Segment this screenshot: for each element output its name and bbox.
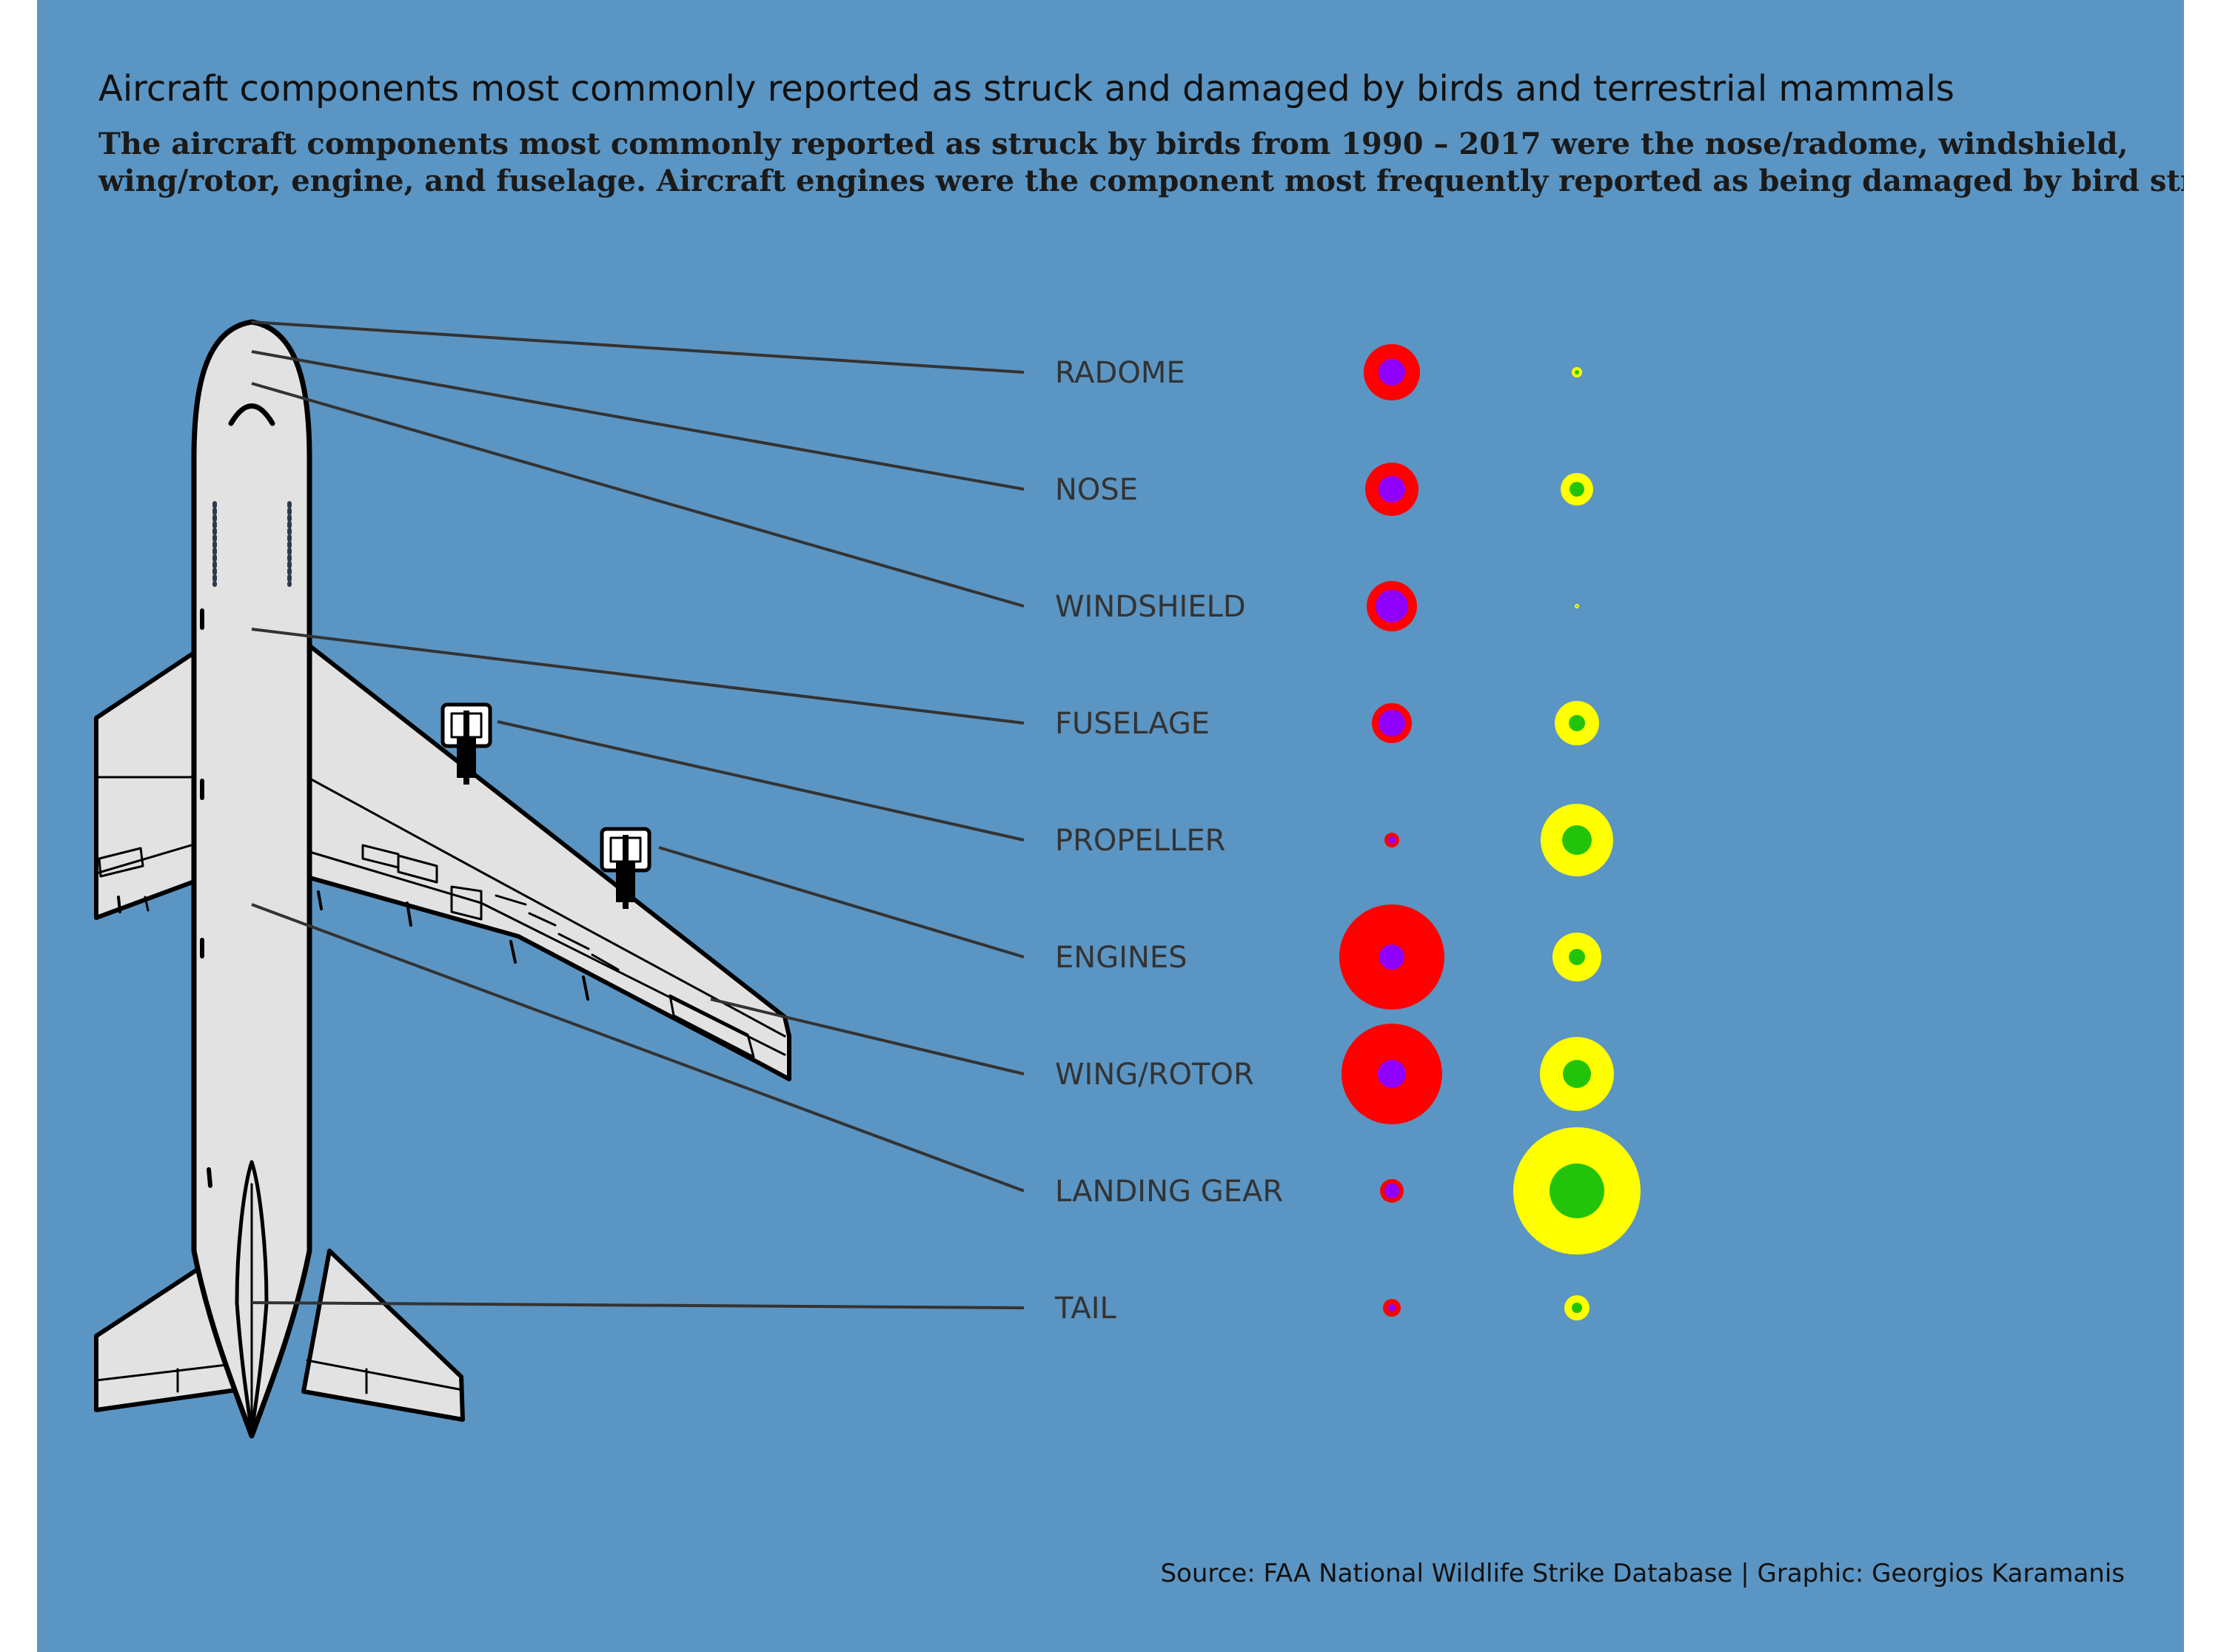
mammals-damaged-bubble-propeller [1562, 825, 1592, 855]
aircraft-strike-chart: RADOME NOSE WINDSHIELD FUSELAGE PROPELLER ENG… [94, 319, 1641, 1439]
birds-damaged-bubble-tail [1388, 1304, 1396, 1312]
leader-lines [251, 320, 1025, 1309]
mammals-damaged-bubble-fuselage [1569, 715, 1585, 731]
component-labels: RADOME NOSE WINDSHIELD FUSELAGE PROPELLER ENG… [1054, 356, 1283, 1326]
leader-line-engines [658, 846, 1025, 958]
mammals-damaged-bubble-tail [1572, 1303, 1582, 1313]
left-wing [94, 649, 198, 920]
bubbles [1339, 344, 1641, 1320]
leader-line-landing-gear [251, 903, 1025, 1192]
category-label-radome: RADOME [1055, 356, 1185, 390]
birds-damaged-bubble-nose [1379, 476, 1405, 503]
leader-line-nose [251, 350, 1025, 491]
birds-damaged-bubble-landing-gear [1384, 1183, 1399, 1198]
fuselage-doors [200, 608, 212, 1188]
leader-line-radome [251, 320, 1025, 374]
right-elevator [306, 1359, 464, 1394]
flap-fairings [117, 890, 589, 1001]
aircraft-illustration [94, 319, 791, 1439]
category-label-landing-gear: LANDING GEAR [1055, 1175, 1283, 1209]
left-wing-flaps [98, 847, 150, 912]
fuselage [191, 319, 312, 1439]
subtitle-line-2: wing/rotor, engine, and fuselage. Aircra… [98, 164, 2184, 198]
chart-panel: Aircraft components most commonly report… [37, 0, 2184, 1652]
leader-line-propeller [497, 720, 1025, 842]
subtitle-line-1: The aircraft components most commonly re… [98, 127, 2128, 161]
leader-line-wing-rotor [710, 998, 1025, 1075]
birds-damaged-bubble-fuselage [1379, 710, 1405, 736]
chart-title: Aircraft components most commonly report… [98, 68, 1954, 110]
right-wing-flaps [361, 844, 755, 1058]
birds-damaged-bubble-propeller [1388, 836, 1396, 844]
right-wing [305, 642, 791, 1081]
mammals-damaged-bubble-engines [1569, 949, 1585, 965]
mammals-damaged-bubble-wing-rotor [1563, 1060, 1591, 1088]
leader-line-fuselage [251, 628, 1025, 725]
category-label-windshield: WINDSHIELD [1055, 590, 1246, 624]
birds-damaged-bubble-wing-rotor [1378, 1060, 1406, 1088]
birds-damaged-bubble-radome [1379, 359, 1405, 386]
category-label-fuselage: FUSELAGE [1055, 707, 1210, 741]
category-label-engines: ENGINES [1055, 941, 1187, 975]
birds-damaged-bubble-windshield [1376, 590, 1408, 622]
cockpit-windscreen [228, 403, 275, 426]
birds-damaged-bubble-engines [1379, 944, 1404, 970]
cabin-windows [212, 501, 292, 587]
left-wing-flap-line [95, 776, 198, 875]
category-label-tail: TAIL [1054, 1292, 1116, 1326]
category-label-propeller: PROPELLER [1055, 824, 1225, 858]
chart-subtitle: The aircraft components most commonly re… [98, 126, 2184, 200]
source-caption: Source: FAA National Wildlife Strike Dat… [1160, 1559, 2125, 1588]
mammals-damaged-bubble-windshield [1576, 605, 1578, 607]
category-label-wing-rotor: WING/ROTOR [1055, 1058, 1254, 1092]
leader-line-windshield [251, 382, 1025, 608]
right-stabilizer [301, 1249, 465, 1422]
engine-inboard [440, 702, 492, 785]
mammals-damaged-bubble-landing-gear [1550, 1164, 1604, 1218]
leader-line-tail [251, 1301, 1025, 1309]
category-label-nose: NOSE [1055, 473, 1138, 507]
engine-outboard [600, 827, 651, 909]
mammals-damaged-bubble-nose [1570, 482, 1584, 497]
mammals-damaged-bubble-radome [1575, 370, 1579, 375]
